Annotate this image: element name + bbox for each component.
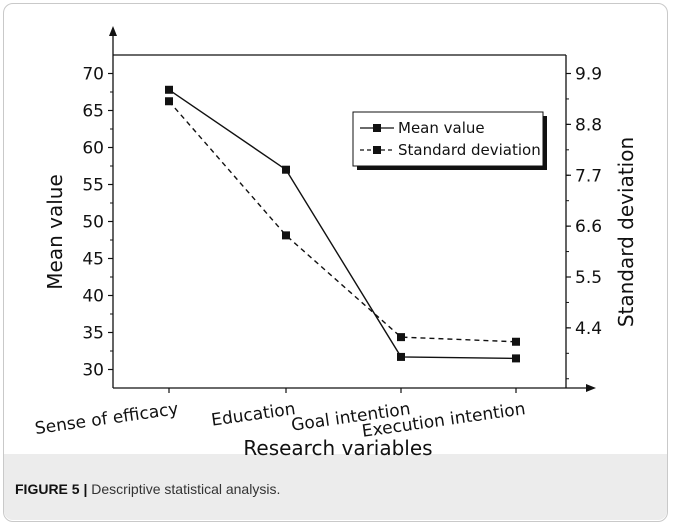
left-tick-label: 60 [82, 139, 104, 159]
left-tick-label: 55 [82, 176, 104, 196]
x-axis-arrow [586, 384, 596, 392]
figure-caption: FIGURE 5 | Descriptive statistical analy… [15, 481, 280, 497]
y-axis-left-label: Mean value [43, 174, 67, 289]
x-tick-label: Sense of efficacy [34, 399, 180, 439]
left-tick-label: 70 [82, 65, 104, 85]
caption-text: Descriptive statistical analysis. [91, 481, 281, 497]
axes [109, 26, 596, 392]
x-axis-label: Research variables [243, 436, 432, 460]
legend-solid-marker [373, 124, 381, 132]
caption-band [4, 454, 667, 520]
standard-deviation-marker [397, 333, 405, 342]
left-tick-label: 35 [82, 324, 104, 344]
left-tick-label: 40 [82, 287, 104, 307]
left-tick-label: 65 [82, 102, 104, 122]
legend-mean-label: Mean value [398, 119, 485, 137]
mean-value-line [168, 89, 517, 360]
legend-sd-label: Standard deviation [398, 141, 541, 159]
mean-value-marker [397, 352, 405, 361]
x-tick-label: Education [210, 399, 297, 431]
standard-deviation-marker [512, 337, 520, 346]
mean-value-marker [282, 165, 290, 174]
y-axis-right-label: Standard deviation [614, 137, 638, 327]
right-tick-label: 5.5 [575, 268, 602, 288]
legend: Mean value Standard deviation [352, 111, 547, 170]
right-tick-label: 9.9 [575, 65, 602, 85]
legend-dashed-marker [373, 146, 381, 154]
standard-deviation-marker [282, 231, 290, 240]
right-tick-label: 6.6 [575, 217, 602, 237]
right-tick-label: 8.8 [575, 115, 602, 135]
figure-frame [3, 3, 668, 522]
left-tick-label: 30 [82, 361, 104, 381]
y-axis-arrow [109, 26, 117, 36]
left-tick-label: 50 [82, 213, 104, 233]
right-tick-label: 4.4 [575, 319, 602, 339]
legend-box [352, 111, 544, 167]
mean-value-marker [512, 354, 520, 363]
right-tick-label: 7.7 [575, 166, 602, 186]
mean-value-marker [165, 85, 173, 94]
left-tick-label: 45 [82, 250, 104, 270]
series-layer [165, 85, 520, 363]
standard-deviation-line [168, 100, 517, 343]
standard-deviation-marker [165, 97, 173, 106]
caption-label: FIGURE 5 | [15, 481, 88, 497]
